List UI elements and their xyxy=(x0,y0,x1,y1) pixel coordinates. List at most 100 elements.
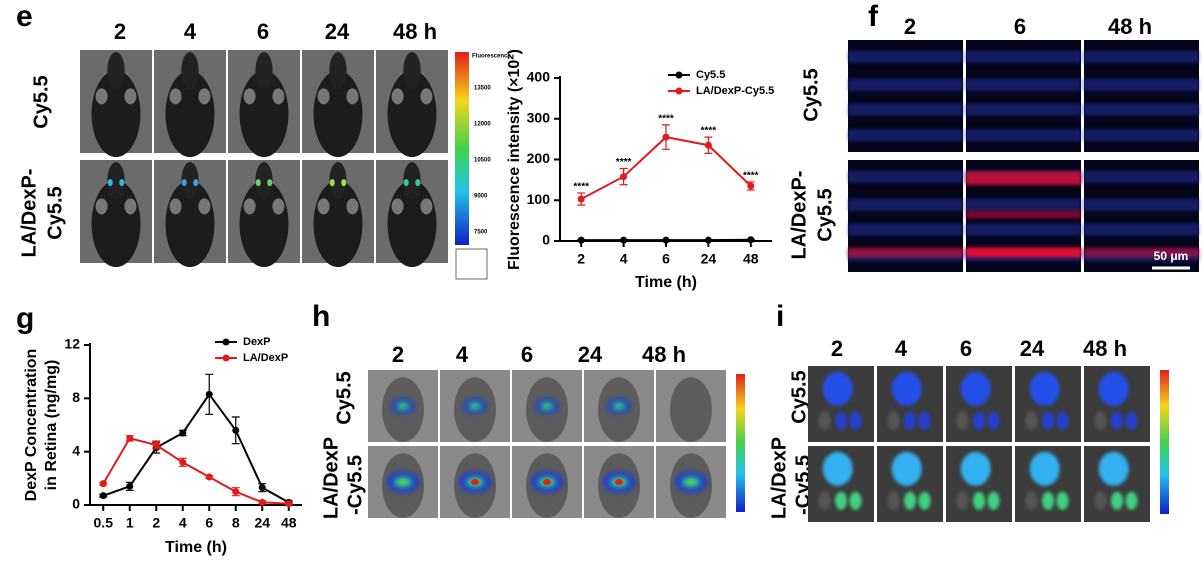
image-cell xyxy=(1084,366,1150,442)
mouse-ear xyxy=(392,88,404,104)
row-label: Cy5.5 xyxy=(814,188,836,241)
column-label: 2 xyxy=(904,14,916,39)
column-label: 48 h xyxy=(1108,14,1152,39)
y-axis-label: in Retina (ng/mg) xyxy=(43,360,60,491)
organ xyxy=(1057,492,1069,510)
column-label: 2 xyxy=(392,342,404,367)
data-point xyxy=(259,484,266,491)
nuclei-band xyxy=(1084,199,1199,211)
organ xyxy=(973,412,985,430)
organ-liver xyxy=(961,372,991,406)
x-tick-label: 8 xyxy=(232,515,240,531)
data-point xyxy=(259,499,266,506)
series-line xyxy=(103,438,289,503)
y-tick-label: 4 xyxy=(72,442,80,458)
signal-green xyxy=(682,477,700,487)
signal-green xyxy=(397,403,410,410)
image-cell xyxy=(80,50,152,157)
mouse-body xyxy=(670,377,712,442)
organ xyxy=(919,492,931,510)
colorbar-info-box xyxy=(456,249,487,279)
data-point xyxy=(232,488,239,495)
organ xyxy=(1042,412,1054,430)
row-label: Cy5.5 xyxy=(44,186,66,239)
nuclei-band xyxy=(848,223,963,235)
organ xyxy=(973,492,985,510)
nuclei-band xyxy=(848,129,963,141)
mouse-ear xyxy=(124,198,136,214)
column-label: 4 xyxy=(456,342,469,367)
organ xyxy=(1126,412,1138,430)
data-point xyxy=(126,435,133,442)
mouse-ear xyxy=(124,88,136,104)
organ xyxy=(819,492,831,510)
data-point xyxy=(705,142,712,149)
organ-liver xyxy=(1099,452,1129,486)
organ-liver xyxy=(823,372,853,406)
row-label: LA/DexP xyxy=(768,437,790,519)
image-cell xyxy=(656,370,726,442)
nuclei-band xyxy=(848,103,963,115)
x-tick-label: 2 xyxy=(577,251,585,267)
y-tick-label: 12 xyxy=(64,336,80,352)
column-label: 4 xyxy=(895,336,908,361)
organ xyxy=(850,412,862,430)
signal-band xyxy=(966,247,1081,257)
image-cell xyxy=(440,446,510,518)
image-cell xyxy=(1084,40,1199,152)
mouse-ear xyxy=(346,198,358,214)
image-cell xyxy=(1084,446,1150,522)
mouse-ear xyxy=(198,88,210,104)
image-cell xyxy=(1015,446,1081,522)
data-point xyxy=(100,492,107,499)
nuclei-band xyxy=(966,51,1081,63)
eye-signal xyxy=(256,179,261,186)
panel-letter: e xyxy=(16,0,33,33)
legend-label: LA/DexP xyxy=(243,352,288,364)
mouse-ear xyxy=(420,198,432,214)
x-tick-label: 4 xyxy=(620,251,628,267)
colorbar-tick-label: 10500 xyxy=(474,158,491,164)
x-tick-label: 48 xyxy=(743,251,759,267)
nuclei-band xyxy=(966,79,1081,91)
eye-signal xyxy=(108,179,113,186)
data-point xyxy=(578,196,585,203)
organ xyxy=(904,492,916,510)
organ xyxy=(957,412,969,430)
image-cell xyxy=(946,366,1012,442)
organ xyxy=(1111,412,1123,430)
colorbar-tick-label: 13500 xyxy=(474,86,491,92)
column-label: 24 xyxy=(325,19,350,44)
y-tick-label: 0 xyxy=(72,496,80,512)
image-cell xyxy=(808,446,874,522)
organ-liver xyxy=(892,372,922,406)
nuclei-band xyxy=(848,79,963,91)
data-point xyxy=(747,182,754,189)
data-point xyxy=(179,459,186,466)
organ xyxy=(1026,412,1038,430)
mouse-ear xyxy=(420,88,432,104)
x-tick-label: 1 xyxy=(126,515,134,531)
data-point xyxy=(620,237,627,244)
organ xyxy=(835,492,847,510)
image-cell xyxy=(512,446,582,518)
mouse-head xyxy=(181,52,198,89)
row-label: LA/DexP- xyxy=(788,171,810,260)
data-point xyxy=(100,480,107,487)
legend-marker xyxy=(223,339,230,346)
organ xyxy=(1095,492,1107,510)
signal-green xyxy=(469,403,482,410)
organ xyxy=(1126,492,1138,510)
panel-letter: g xyxy=(16,302,34,335)
x-tick-label: 48 xyxy=(281,515,297,531)
x-axis-label: Time (h) xyxy=(165,539,227,556)
image-cell xyxy=(302,50,374,157)
nuclei-band xyxy=(1084,103,1199,115)
row-label: -Cy5.5 xyxy=(344,455,366,515)
legend-marker xyxy=(223,355,230,362)
colorbar xyxy=(455,52,469,245)
colorbar-tick-label: 9000 xyxy=(474,194,488,200)
x-tick-label: 24 xyxy=(254,515,270,531)
x-tick-label: 6 xyxy=(662,251,670,267)
